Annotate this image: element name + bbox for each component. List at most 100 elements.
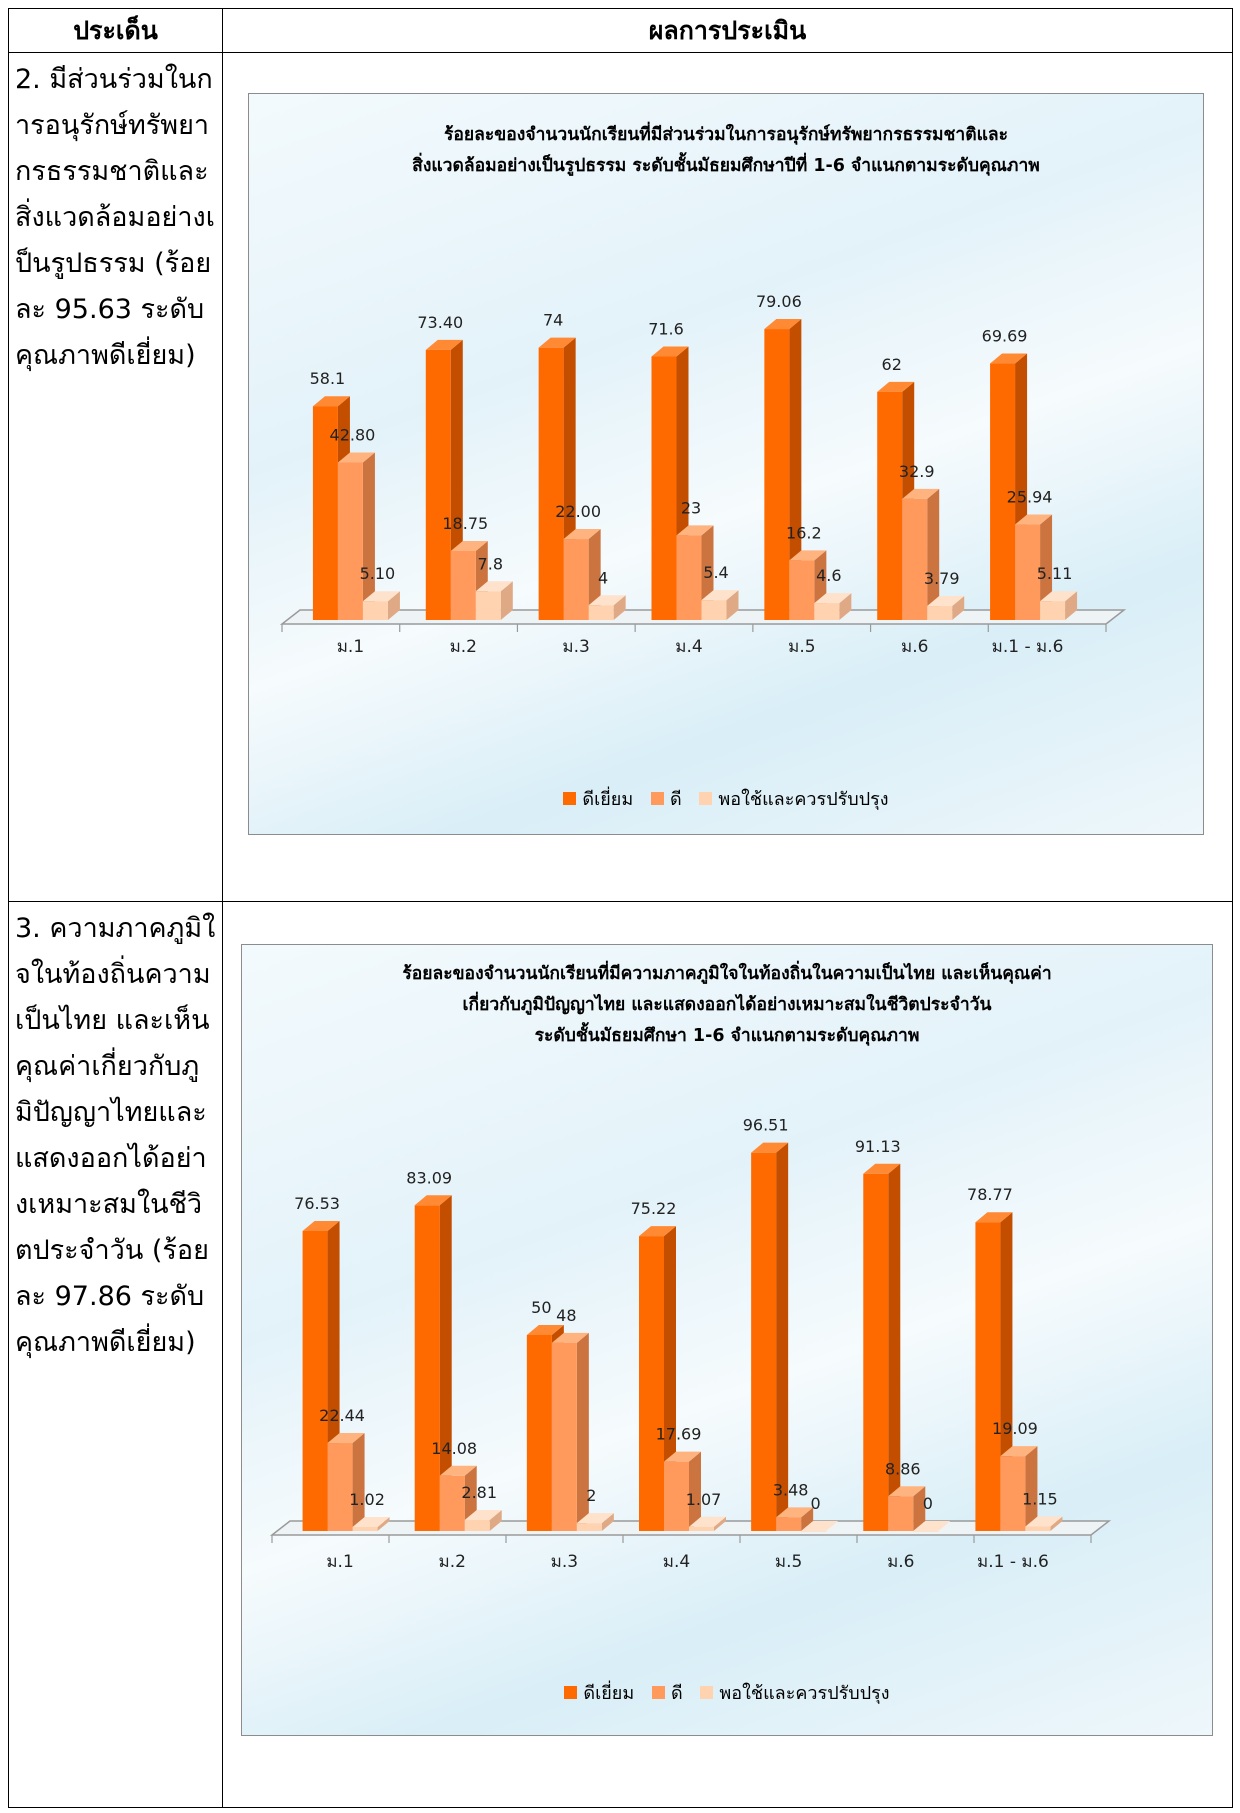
bar-top (776, 1507, 814, 1518)
bar-side (613, 595, 626, 620)
bar-top (863, 1163, 901, 1174)
bar-front (302, 1231, 328, 1531)
bar-top (439, 1465, 477, 1476)
data-label: 0 (923, 1494, 933, 1513)
category-label: ม.1 (326, 1552, 353, 1572)
bar-top (538, 337, 576, 348)
bar-front (902, 498, 928, 620)
bar-front (789, 560, 815, 620)
category-label: ม.3 (562, 637, 589, 657)
data-label: 71.6 (648, 320, 684, 339)
bar-fair (1040, 591, 1078, 620)
bar-front (764, 329, 790, 620)
legend-swatch-good (651, 1686, 665, 1699)
bar-front (312, 406, 338, 620)
bar-side (1065, 591, 1078, 620)
bar-front (327, 1443, 353, 1531)
bar-front (651, 356, 677, 620)
data-label: 18.75 (442, 514, 488, 533)
data-label: 76.53 (294, 1194, 340, 1213)
bar-top (902, 488, 940, 499)
data-label: 62 (882, 355, 902, 374)
bar-excellent (651, 346, 689, 620)
data-label: 0 (811, 1494, 821, 1513)
data-label: 14.08 (431, 1439, 477, 1458)
bar-top (563, 529, 601, 540)
bar-side (387, 591, 400, 620)
bar-good (450, 541, 488, 620)
data-label: 3.48 (773, 1480, 809, 1499)
bar-front (1000, 1456, 1026, 1531)
bar-front (751, 1152, 777, 1531)
category-label: ม.4 (675, 637, 702, 657)
legend-item: ดีเยี่ยม (564, 1678, 634, 1707)
bar-fair (362, 591, 400, 620)
bar-fair (689, 1516, 726, 1531)
bar-front (913, 1531, 939, 1532)
category-label: ม.5 (788, 637, 815, 657)
bar-front (1015, 524, 1041, 620)
bar-front (414, 1205, 440, 1531)
bar-top (302, 1221, 340, 1232)
bar-front (990, 363, 1016, 620)
topic-cell: 2. มีส่วนร่วมในการอนุรักษ์ทรัพยากรธรรมชา… (8, 52, 223, 902)
bar-good (776, 1507, 814, 1531)
category-label: ม.2 (450, 637, 477, 657)
data-label: 1.15 (1022, 1489, 1058, 1508)
legend-item: ดี (651, 1678, 683, 1707)
category-label: ม.6 (901, 637, 928, 657)
bar-front (464, 1519, 490, 1531)
bar-top (801, 1521, 839, 1531)
bar-front (701, 600, 727, 620)
bar-front (538, 347, 564, 620)
chart-plot: 58.1 42.80 5.10 ม.1 73.40 18.75 7.8 ม.2 74 22.00 4… (279, 292, 1127, 657)
category-label: ม.6 (887, 1552, 914, 1572)
bar-top (1000, 1446, 1038, 1457)
bar-side (352, 1433, 365, 1531)
data-label: 42.80 (330, 425, 376, 444)
table-header-row: ประเด็น ผลการประเมิน (8, 8, 1233, 53)
data-label: 75.22 (631, 1199, 677, 1218)
bar-top (990, 353, 1028, 364)
legend-item: ดีเยี่ยม (563, 784, 633, 813)
data-label: 17.69 (656, 1425, 702, 1444)
bar-side (689, 1451, 701, 1531)
bar-front (814, 603, 840, 620)
chart-title-line: เกี่ยวกับภูมิปัญญาไทย และแสดงออกได้อย่าง… (462, 995, 992, 1015)
legend-swatch-fair (699, 792, 713, 805)
bar-top (814, 593, 852, 604)
chart-thai-pride: ร้อยละของจำนวนนักเรียนที่มีความภาคภูมิใจ… (241, 944, 1213, 1736)
bar-good (664, 1451, 701, 1531)
category-label: ม.1 - ม.6 (992, 637, 1064, 657)
bar-front (801, 1531, 827, 1532)
legend-swatch-fair (700, 1686, 714, 1699)
bar-fair (588, 595, 626, 620)
bar-front (551, 1342, 577, 1531)
data-label: 16.2 (786, 523, 822, 542)
bar-side (1025, 1446, 1038, 1531)
bar-side (952, 596, 965, 620)
bar-excellent (863, 1163, 901, 1531)
bar-excellent (751, 1142, 789, 1531)
data-label: 23 (681, 498, 701, 517)
bar-top (588, 595, 626, 606)
bar-front (877, 391, 903, 620)
bar-front (888, 1496, 914, 1531)
bar-side (1050, 1516, 1063, 1531)
bar-excellent (990, 353, 1028, 620)
bar-front (475, 591, 501, 620)
bar-good (551, 1332, 589, 1531)
bar-front (337, 462, 363, 620)
bar-top (676, 525, 714, 536)
bar-top (362, 591, 400, 602)
bar-side (601, 1513, 614, 1531)
category-label: ม.5 (775, 1552, 802, 1572)
data-label: 79.06 (756, 292, 802, 311)
bar-top (1015, 514, 1053, 525)
bar-front (425, 349, 451, 620)
bar-excellent (764, 319, 802, 620)
bar-side (500, 581, 513, 620)
chart-title: ร้อยละของจำนวนนักเรียนที่มีความภาคภูมิใจ… (242, 959, 1212, 1052)
bar-top (651, 346, 689, 357)
legend-label: ดีเยี่ยม (582, 789, 634, 810)
